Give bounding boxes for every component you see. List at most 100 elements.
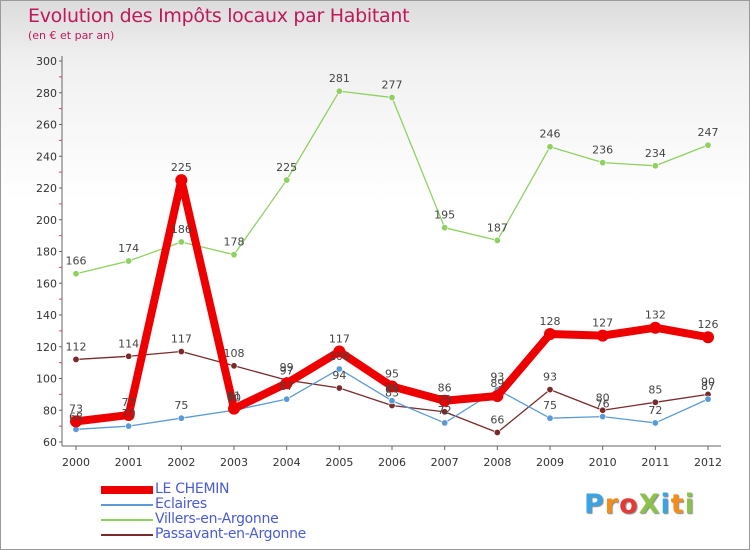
data-point <box>177 238 185 246</box>
data-point <box>335 384 343 392</box>
data-point <box>544 328 556 341</box>
x-tick-label: 2002 <box>167 456 195 469</box>
data-point <box>651 419 659 427</box>
data-label: 174 <box>118 242 139 255</box>
data-label: 93 <box>490 371 504 384</box>
y-tick-label: 240 <box>36 150 57 163</box>
data-point <box>280 377 293 390</box>
data-label: 114 <box>118 337 139 350</box>
data-point <box>333 345 346 358</box>
data-label: 68 <box>69 410 83 423</box>
x-tick-label: 2005 <box>325 456 353 469</box>
data-point <box>177 414 185 422</box>
data-label: 93 <box>543 371 557 384</box>
data-label: 281 <box>329 72 350 85</box>
data-point <box>72 270 80 278</box>
data-point <box>122 409 135 422</box>
data-label: 97 <box>280 364 294 377</box>
data-point <box>125 352 133 360</box>
x-tick-label: 2007 <box>431 456 459 469</box>
legend-swatch <box>101 486 153 494</box>
data-point <box>599 413 607 421</box>
data-label: 236 <box>592 144 613 157</box>
data-label: 83 <box>385 386 399 399</box>
data-point <box>546 386 554 394</box>
data-label: 87 <box>280 380 294 393</box>
legend-swatch <box>101 504 153 506</box>
y-tick-label: 260 <box>36 119 57 132</box>
data-label: 72 <box>648 404 662 417</box>
series-line <box>75 90 709 275</box>
data-point <box>546 414 554 422</box>
data-label: 80 <box>596 391 610 404</box>
data-label: 86 <box>438 382 452 395</box>
x-tick-label: 2003 <box>220 456 248 469</box>
y-tick-label: 200 <box>36 214 57 227</box>
data-label: 73 <box>69 402 83 415</box>
data-label: 246 <box>540 128 561 141</box>
data-label: 187 <box>487 221 508 234</box>
y-tick-label: 180 <box>36 246 57 259</box>
x-tick-label: 2006 <box>378 456 406 469</box>
data-point <box>704 395 712 403</box>
data-label: 94 <box>332 369 346 382</box>
x-tick-label: 2001 <box>115 456 143 469</box>
data-point <box>388 397 396 405</box>
data-label: 95 <box>385 367 399 380</box>
data-point <box>386 380 398 393</box>
data-point <box>335 87 343 95</box>
data-label: 247 <box>698 126 719 139</box>
y-tick-label: 160 <box>36 277 57 290</box>
y-tick-label: 300 <box>36 55 57 68</box>
data-point <box>230 362 238 370</box>
data-label: 80 <box>227 391 241 404</box>
data-label: 225 <box>171 161 192 174</box>
legend-label: Eclaires <box>155 496 207 512</box>
x-tick-label: 2010 <box>589 456 617 469</box>
data-label: 79 <box>438 393 452 406</box>
data-point <box>441 224 449 232</box>
data-point <box>599 159 607 167</box>
data-point <box>177 348 185 356</box>
data-point <box>441 408 449 416</box>
data-point <box>441 419 449 427</box>
data-label: 166 <box>66 255 87 268</box>
data-label: 89 <box>490 377 504 390</box>
data-label: 112 <box>66 340 87 353</box>
x-tick-label: 2009 <box>536 456 564 469</box>
x-tick-label: 2008 <box>483 456 511 469</box>
y-tick-label: 280 <box>36 87 57 100</box>
data-point <box>388 94 396 102</box>
data-label: 195 <box>434 209 455 222</box>
data-point <box>283 395 291 403</box>
y-tick-label: 80 <box>43 404 57 417</box>
data-point <box>702 331 714 344</box>
legend-label: LE CHEMIN <box>155 481 230 497</box>
data-point <box>228 402 240 415</box>
data-point <box>175 174 188 187</box>
data-label: 72 <box>438 404 452 417</box>
legend-swatch <box>101 519 153 521</box>
data-label: 76 <box>596 398 610 411</box>
x-tick-label: 2000 <box>62 456 90 469</box>
data-label: 117 <box>329 333 350 346</box>
data-point <box>230 251 238 259</box>
data-point <box>70 415 82 428</box>
data-label: 127 <box>592 317 613 330</box>
data-point <box>491 389 504 402</box>
data-point <box>438 394 451 407</box>
data-label: 126 <box>698 318 719 331</box>
y-tick-label: 100 <box>36 373 57 386</box>
data-label: 128 <box>540 315 561 328</box>
data-label: 277 <box>382 79 403 92</box>
data-point <box>704 141 712 149</box>
data-point <box>283 176 291 184</box>
data-label: 225 <box>276 161 297 174</box>
data-label: 108 <box>224 347 245 360</box>
data-point <box>651 162 659 170</box>
data-label: 81 <box>227 390 241 403</box>
data-point <box>125 257 133 265</box>
legend-label: Passavant-en-Argonne <box>155 526 306 542</box>
chart-title: Evolution des Impôts locaux par Habitant <box>28 5 410 27</box>
data-label: 77 <box>122 396 136 409</box>
